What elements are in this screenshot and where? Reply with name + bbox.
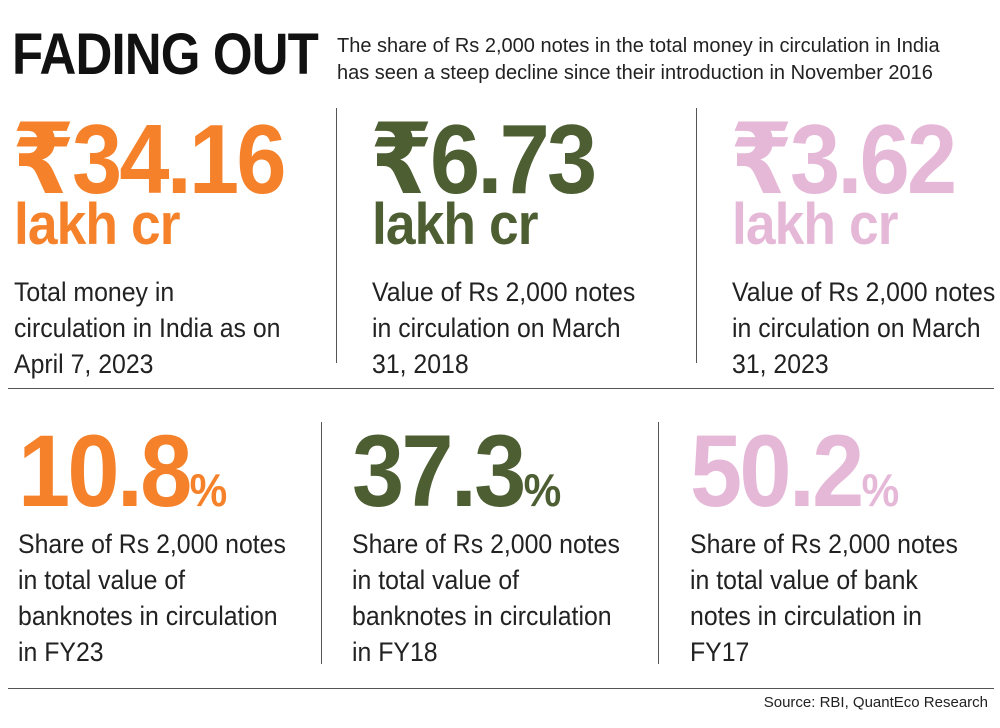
share-fy17-value: 50.2% [690,420,899,522]
page-title: FADING OUT [12,22,319,87]
stat-2018-description: Value of Rs 2,000 notes in circulation o… [372,277,636,379]
percent-sign: % [523,464,562,516]
share-fy23-description: Share of Rs 2,000 notes in total value o… [18,529,286,667]
percent-sign: % [861,464,900,516]
column-divider [321,422,322,664]
source-note: Source: RBI, QuantEco Research [763,694,988,711]
column-divider [336,108,337,363]
share-fy17-number: 50.2 [690,414,864,528]
column-divider [696,108,697,363]
stat-2023-unit: lakh cr [732,192,899,257]
row-divider [8,388,994,389]
footer-divider [8,688,994,689]
stat-2023-value: ₹3.62 [730,104,957,214]
share-fy18-description: Share of Rs 2,000 notes in total value o… [352,529,620,667]
share-fy23-value: 10.8% [18,420,227,522]
share-fy17-description: Share of Rs 2,000 notes in total value o… [690,529,958,667]
share-fy18-number: 37.3 [352,414,526,528]
column-divider [658,422,659,664]
share-fy23-number: 10.8 [18,414,192,528]
stat-2018-value: ₹6.73 [370,104,597,214]
stat-total-money-description: Total money in circulation in India as o… [14,277,281,379]
page-subtitle: The share of Rs 2,000 notes in the total… [337,35,940,84]
stat-total-money-value: ₹34.16 [12,104,287,214]
stat-2023-description: Value of Rs 2,000 notes in circulation o… [732,277,996,379]
stat-total-money-unit: lakh cr [14,192,181,257]
stat-2018-unit: lakh cr [372,192,539,257]
share-fy18-value: 37.3% [352,420,561,522]
percent-sign: % [189,464,228,516]
